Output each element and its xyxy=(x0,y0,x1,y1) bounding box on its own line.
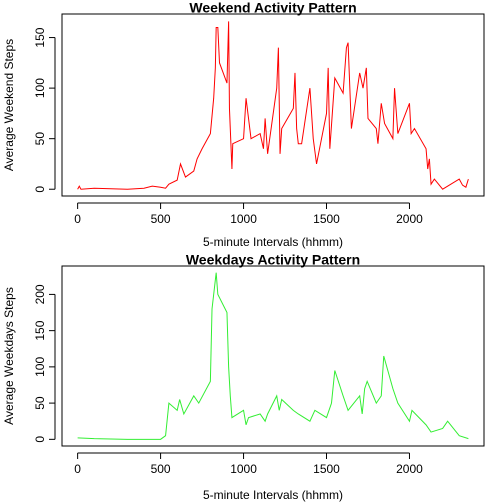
x-axis-label: 5-minute Intervals (hhmm) xyxy=(203,488,343,502)
x-tick-label: 1000 xyxy=(230,212,257,226)
x-tick-label: 1000 xyxy=(230,462,257,476)
x-axis-label: 5-minute Intervals (hhmm) xyxy=(203,235,343,249)
plot-box xyxy=(61,13,485,197)
data-line xyxy=(77,272,469,440)
y-axis-label: Average Weekdays Steps xyxy=(2,287,16,425)
x-tick-label: 500 xyxy=(151,212,171,226)
x-tick-label: 0 xyxy=(74,462,81,476)
x-tick-label: 2000 xyxy=(396,462,423,476)
x-tick-label: 1500 xyxy=(313,462,340,476)
y-tick-label: 100 xyxy=(33,357,47,377)
chart-title: Weekdays Activity Pattern xyxy=(186,252,360,268)
y-axis-label: Average Weekend Steps xyxy=(2,39,16,171)
y-tick-label: 50 xyxy=(33,396,47,410)
chart-title: Weekend Activity Pattern xyxy=(189,0,356,16)
x-tick-label: 1500 xyxy=(313,212,340,226)
x-tick-label: 2000 xyxy=(396,212,423,226)
x-tick-label: 0 xyxy=(74,212,81,226)
y-tick-label: 50 xyxy=(33,132,47,146)
y-tick-label: 150 xyxy=(33,320,47,340)
y-tick-label: 200 xyxy=(33,284,47,304)
y-tick-label: 0 xyxy=(33,436,47,443)
y-tick-label: 100 xyxy=(33,78,47,98)
plot-box xyxy=(61,265,485,447)
y-tick-label: 0 xyxy=(33,186,47,193)
data-line xyxy=(77,21,469,190)
x-tick-label: 500 xyxy=(151,462,171,476)
y-tick-label: 150 xyxy=(33,27,47,47)
